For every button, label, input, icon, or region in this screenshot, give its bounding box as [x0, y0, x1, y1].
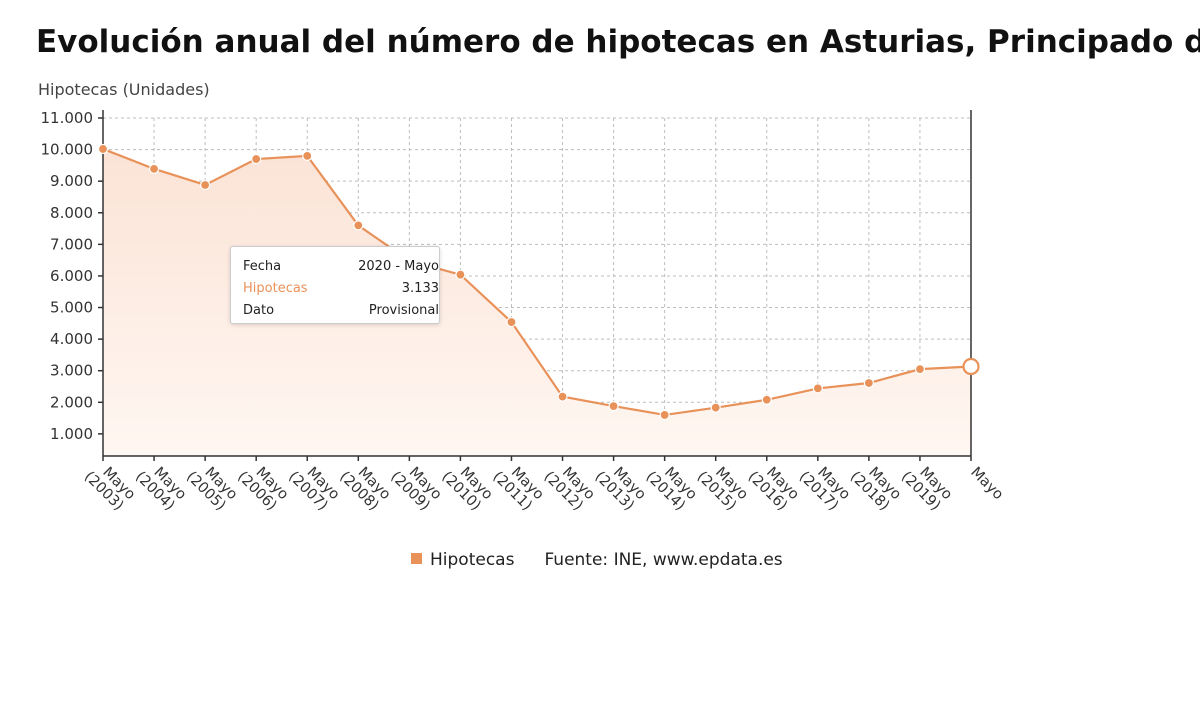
x-tick-label: Mayo(2018) — [847, 464, 904, 514]
x-tick-label: Mayo(2015) — [694, 464, 751, 514]
data-point — [200, 179, 211, 191]
data-point — [302, 150, 313, 162]
series-line — [102, 147, 972, 417]
tooltip-row-dato: Dato Provisional — [243, 303, 439, 321]
tooltip-row-fecha: Fecha 2020 - Mayo — [243, 259, 439, 277]
y-tick-label: 2.000 — [50, 393, 93, 411]
x-tick-label: Mayo(2013) — [592, 464, 649, 514]
x-tick-label: Mayo(2010) — [438, 464, 495, 514]
source-note: Fuente: INE, www.epdata.es — [544, 550, 783, 570]
legend-series-label[interactable]: Hipotecas — [430, 550, 515, 570]
y-axis-label: Hipotecas (Unidades) — [38, 80, 210, 99]
legend: Hipotecas Fuente: INE, www.epdata.es — [411, 550, 783, 570]
y-tick-label: 8.000 — [50, 204, 93, 222]
data-point — [812, 383, 823, 394]
tooltip-value: 2020 - Mayo — [358, 259, 439, 274]
chart-title: Evolución anual del número de hipotecas … — [36, 24, 1200, 60]
tooltip-key: Hipotecas — [243, 281, 308, 296]
data-point — [97, 143, 109, 155]
x-tick-label: Mayo(2016) — [745, 464, 802, 514]
tooltip-value: 3.133 — [401, 281, 439, 296]
data-point — [710, 402, 721, 413]
y-tick-labels: 1.000 2.000 3.000 4.000 5.000 6.000 7.000 8.000… — [41, 109, 94, 443]
y-tick-label: 10.000 — [41, 141, 94, 159]
x-tick-label: Mayo(2009) — [387, 464, 444, 514]
x-tick-label: Mayo(2017) — [796, 464, 853, 514]
y-tick-label: 5.000 — [50, 299, 93, 317]
tooltip-key: Fecha — [243, 259, 282, 274]
axes — [98, 110, 972, 461]
y-tick-label: 6.000 — [50, 267, 93, 285]
x-tick-label: Mayo — [967, 464, 1006, 503]
y-tick-label: 11.000 — [41, 109, 94, 127]
x-tick-label: Mayo(2007) — [285, 464, 342, 514]
data-point — [455, 269, 466, 280]
highlighted-data-point — [962, 357, 980, 376]
tooltip-key: Dato — [243, 303, 275, 318]
x-tick-labels: Mayo(2003) Mayo(2004) Mayo(2005) Mayo(2006)… — [81, 464, 1006, 514]
tooltip: Fecha 2020 - Mayo Hipotecas 3.133 Dato P… — [230, 246, 440, 324]
data-point — [914, 364, 926, 375]
data-point — [659, 409, 670, 421]
x-tick-label: Mayo(2005) — [183, 464, 240, 514]
legend-swatch — [411, 553, 422, 564]
x-tick-label: Mayo(2012) — [540, 464, 597, 514]
data-point — [608, 400, 619, 412]
x-tick-label: Mayo(2004) — [132, 464, 189, 514]
x-tick-label-line: Mayo — [967, 464, 1006, 503]
data-point — [761, 394, 772, 405]
data-point — [506, 316, 517, 328]
data-point — [148, 163, 160, 174]
tooltip-value: Provisional — [368, 303, 439, 318]
data-point — [863, 377, 874, 389]
x-tick-label: Mayo(2014) — [643, 464, 700, 514]
x-tick-label: Mayo(2003) — [81, 464, 138, 514]
y-tick-label: 3.000 — [50, 362, 93, 380]
x-tick-label: Mayo(2008) — [336, 464, 393, 514]
data-point — [353, 220, 364, 231]
x-tick-label: Mayo(2006) — [234, 464, 291, 514]
y-tick-label: 1.000 — [50, 425, 93, 443]
y-tick-label: 7.000 — [50, 235, 93, 253]
y-tick-label: 9.000 — [50, 172, 93, 190]
x-tick-label: Mayo(2011) — [489, 464, 546, 514]
y-tick-label: 4.000 — [50, 330, 93, 348]
series-area — [103, 148, 971, 456]
data-point — [557, 391, 568, 402]
data-point — [251, 153, 262, 165]
tooltip-row-hipotecas: Hipotecas 3.133 — [243, 281, 439, 299]
x-tick-label: Mayo(2019) — [898, 464, 955, 514]
